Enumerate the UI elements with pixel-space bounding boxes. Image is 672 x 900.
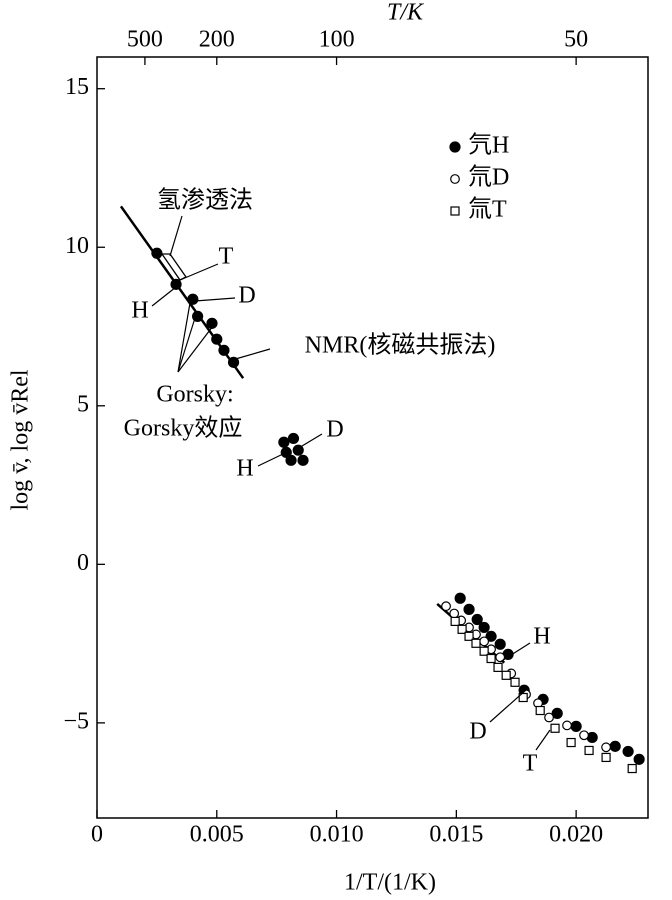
point [287,432,300,445]
point [550,723,560,733]
x2-axis-title: T/K [387,0,425,26]
x-tick-label: 0 [91,822,103,848]
y-tick-label: 5 [77,391,89,417]
point [609,740,621,752]
point [170,278,182,290]
annotation: NMR(核磁共振法) [305,332,496,359]
leader-line [499,642,531,663]
y-axis-title: log v̄, log v̄Rel [8,369,34,510]
point [535,705,545,716]
point [562,720,572,731]
point [478,621,490,634]
y-tick-label: 10 [65,233,89,259]
point [601,742,611,753]
leader-line [296,433,323,450]
point [570,720,582,732]
annotation: T [219,244,234,270]
leader-line [489,689,527,723]
leader-line [151,286,177,307]
annotation: H [533,624,550,650]
x-tick-label: 0.020 [549,822,603,848]
point [622,745,634,758]
point [187,293,199,305]
legend-label: 氘D [468,164,509,191]
x-tick-label: 0.010 [310,822,364,848]
x2-tick-label: 50 [564,27,588,53]
point [218,344,230,356]
point [579,730,589,741]
leader-line [194,297,236,302]
x2-tick-label: 100 [319,27,355,53]
leader-line [257,453,284,467]
point [510,677,520,687]
annotation: 氢渗透法 [157,187,253,214]
point [479,636,490,647]
point [464,631,474,641]
point [627,763,637,774]
annotation: Gorsky: [156,382,233,408]
legend-label: 氚T [468,196,507,223]
point [518,692,528,703]
point [280,446,292,459]
leader-line [231,348,271,361]
annotation: D [238,283,255,309]
point [211,333,223,345]
point [463,603,475,615]
point [551,707,563,719]
leader-line [177,317,196,373]
point [285,454,297,466]
point [471,638,481,648]
legend-marker [449,141,461,153]
x-tick-label: 0.005 [190,822,244,848]
point [441,601,451,612]
point [479,646,489,656]
y-tick-label: −5 [63,708,89,734]
point [292,444,304,456]
point [450,616,460,627]
leader-line [177,325,214,373]
leader-line [177,302,191,373]
point [493,662,503,672]
point [449,608,460,619]
x2-tick-label: 200 [199,27,235,53]
y-tick-label: 15 [65,74,89,100]
annotation: T [523,751,538,777]
point [457,624,467,634]
x2-tick-label: 500 [127,27,163,53]
leader-line [535,729,551,751]
point [544,712,554,723]
point [227,356,240,368]
point [601,752,611,763]
point [633,753,645,765]
annotation: Gorsky效应 [124,415,243,442]
x-axis-title: 1/T/(1/K) [344,870,436,896]
point [584,745,594,756]
legend-label: 氕H [468,132,509,159]
point [454,592,466,604]
annotation: D [469,719,486,745]
legend-marker [450,206,460,216]
point [485,630,497,642]
x-tick-label: 0.015 [429,822,483,848]
point [206,317,218,329]
annotation: D [326,417,343,443]
point [151,247,163,259]
leader-line [169,215,183,257]
point [566,737,576,748]
annotation: H [131,298,148,324]
point [471,613,483,626]
legend-marker [450,174,460,184]
leader-line [179,263,219,281]
annotation: H [236,456,253,482]
plot-frame [96,56,649,819]
y-tick-label: 0 [77,550,89,576]
point [486,653,496,664]
point [501,670,511,680]
point [494,638,506,650]
point [297,454,309,466]
point [278,436,290,448]
